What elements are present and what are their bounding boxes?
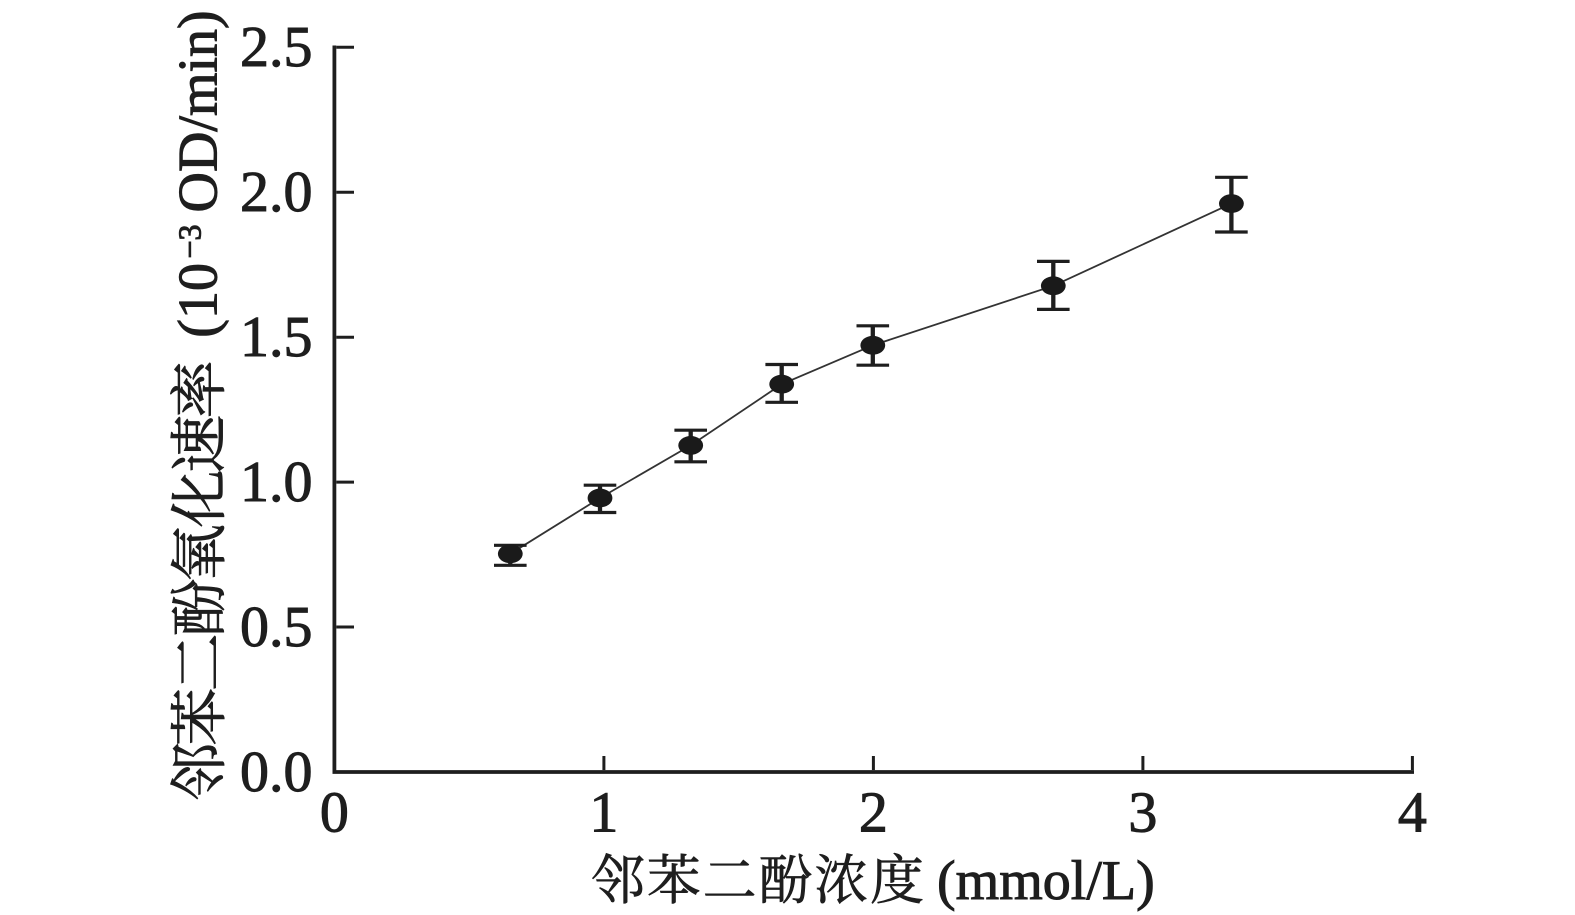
svg-text:2.0: 2.0 [240, 159, 313, 224]
svg-text:2.5: 2.5 [240, 14, 313, 79]
svg-text:(mmol/L): (mmol/L) [937, 850, 1155, 912]
svg-text:0.5: 0.5 [240, 594, 313, 659]
svg-text:0: 0 [320, 780, 349, 845]
svg-text:(10−3 OD/min): (10−3 OD/min) [168, 10, 230, 337]
svg-text:3: 3 [1128, 780, 1157, 845]
svg-text:1.5: 1.5 [240, 304, 313, 369]
svg-text:1: 1 [589, 780, 618, 845]
svg-text:1.0: 1.0 [240, 449, 313, 514]
svg-text:0.0: 0.0 [240, 739, 313, 804]
svg-text:2: 2 [859, 780, 888, 845]
svg-text:4: 4 [1398, 780, 1427, 845]
